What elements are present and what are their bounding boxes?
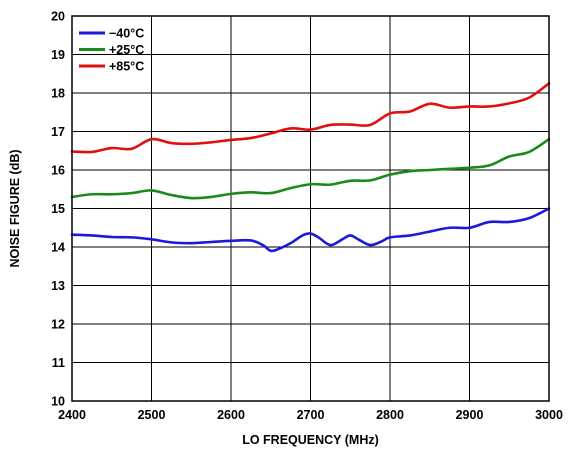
x-tick-label: 3000 — [535, 408, 563, 422]
x-tick-label: 2600 — [217, 408, 245, 422]
y-axis-title: NOISE FIGURE (dB) — [8, 149, 22, 267]
y-tick-label: 10 — [51, 395, 65, 409]
y-tick-label: 11 — [52, 356, 65, 370]
grid — [72, 16, 549, 401]
plot-frame — [71, 15, 550, 402]
x-axis-title: LO FREQUENCY (MHz) — [242, 433, 379, 447]
y-tick-label: 19 — [51, 48, 65, 62]
y-tick-label: 18 — [51, 87, 65, 101]
legend-label-plus25c: +25°C — [109, 43, 144, 57]
y-tick-label: 12 — [51, 318, 65, 332]
x-tick-label: 2800 — [376, 408, 404, 422]
tick-labels: 2400 2500 2600 2700 2800 2900 3000 10 11 12 13 14 15… — [51, 10, 563, 423]
x-tick-label: 2900 — [456, 408, 484, 422]
y-tick-label: 16 — [51, 164, 65, 178]
y-tick-label: 20 — [51, 10, 65, 24]
x-tick-label: 2400 — [58, 408, 86, 422]
y-tick-label: 13 — [51, 279, 65, 293]
series-line-plus25c — [70, 137, 551, 200]
y-tick-label: 14 — [51, 241, 65, 255]
series-line-minus40c — [70, 207, 551, 253]
x-tick-label: 2500 — [138, 408, 166, 422]
y-tick-label: 17 — [51, 125, 65, 139]
legend-label-plus85c: +85°C — [109, 60, 144, 74]
series-layer — [70, 82, 551, 253]
series-line-plus85c — [70, 82, 551, 154]
y-tick-label: 15 — [51, 202, 65, 216]
legend: −40°C +25°C +85°C — [79, 27, 144, 74]
legend-label-minus40c: −40°C — [109, 27, 144, 41]
x-tick-label: 2700 — [297, 408, 325, 422]
